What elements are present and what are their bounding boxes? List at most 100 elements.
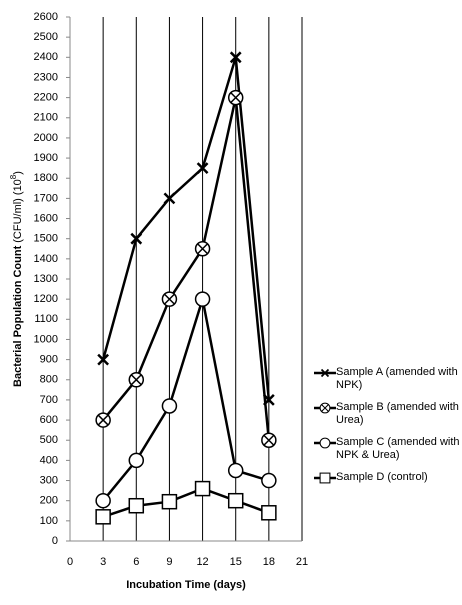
- x-tick-label: 6: [133, 556, 139, 568]
- x-tick-label: 0: [67, 556, 73, 568]
- y-tick-label: 100: [40, 515, 58, 527]
- y-label-unit: (CFU/ml) (10: [12, 179, 24, 243]
- x-tick-label: 3: [100, 556, 106, 568]
- y-tick-label: 600: [40, 414, 58, 426]
- y-tick-label: 1800: [34, 172, 58, 184]
- point: [95, 412, 111, 428]
- point: [128, 497, 145, 514]
- y-tick-label: 2000: [34, 132, 58, 144]
- y-tick-label: 1500: [34, 233, 58, 245]
- y-tick-label: 1000: [34, 333, 58, 345]
- y-tick-label: 2100: [34, 112, 58, 124]
- x-tick-label: 12: [196, 556, 208, 568]
- point: [261, 472, 277, 489]
- point: [163, 192, 176, 205]
- legend: Sample A (amended with NPK) Sample B (ame…: [314, 366, 460, 494]
- y-label-main: Bacterial Population Count: [12, 245, 24, 387]
- legend-item: Sample A (amended with NPK): [314, 366, 460, 392]
- legend-swatch: [314, 368, 336, 378]
- legend-item: Sample B (amended with Urea): [314, 401, 460, 427]
- y-tick-label: 1600: [34, 212, 58, 224]
- legend-swatch: [314, 472, 336, 484]
- point: [128, 372, 145, 388]
- marker-circle: [319, 437, 331, 449]
- point: [95, 509, 111, 525]
- series-line: [102, 97, 271, 441]
- point: [194, 291, 211, 307]
- legend-marker: [319, 402, 331, 414]
- point: [196, 162, 209, 175]
- point: [95, 492, 111, 509]
- legend-label: Sample D (control): [336, 471, 428, 483]
- y-tick-label: 1300: [34, 273, 58, 285]
- x-tick-label: 9: [166, 556, 172, 568]
- marker-circle: [161, 398, 178, 414]
- y-tick-label: 200: [40, 495, 58, 507]
- legend-item: Sample C (amended with NPK & Urea): [314, 436, 460, 462]
- point: [227, 89, 244, 106]
- legend-marker: [319, 437, 331, 449]
- point: [194, 241, 211, 257]
- marker-x: [97, 353, 110, 366]
- point: [97, 353, 110, 366]
- x-tick-label: 21: [296, 556, 308, 568]
- point: [262, 394, 275, 406]
- y-tick-label: 0: [52, 535, 58, 547]
- marker-square: [227, 492, 244, 509]
- marker-cross: [197, 243, 209, 255]
- y-tick-label: 2400: [34, 51, 58, 63]
- y-tick-label: 1900: [34, 152, 58, 164]
- marker-circle: [227, 462, 244, 479]
- series-line: [102, 487, 270, 519]
- y-tick-label: 500: [40, 434, 58, 446]
- marker-square: [194, 480, 211, 497]
- marker-circle: [194, 291, 211, 307]
- legend-marker: [320, 368, 330, 378]
- point: [161, 398, 178, 414]
- marker-circle: [128, 452, 145, 469]
- point: [130, 232, 143, 245]
- point: [161, 493, 178, 510]
- marker-square: [319, 472, 331, 484]
- y-tick-label: 400: [40, 454, 58, 466]
- point: [161, 291, 178, 307]
- legend-swatch: [314, 402, 336, 414]
- marker-x: [320, 368, 330, 378]
- legend-label: Sample B (amended with Urea): [336, 401, 459, 426]
- marker-cross: [163, 293, 175, 305]
- marker-x: [163, 192, 176, 205]
- point: [227, 462, 244, 479]
- marker-x: [196, 162, 209, 175]
- y-tick-label: 2200: [34, 92, 58, 104]
- marker-x: [229, 51, 242, 64]
- x-axis-label: Incubation Time (days): [126, 579, 246, 591]
- y-axis-label: Bacterial Population Count (CFU/ml) (108): [9, 171, 24, 387]
- marker-square: [261, 505, 277, 521]
- legend-swatch: [314, 437, 336, 449]
- legend-label: Sample C (amended with NPK & Urea): [336, 436, 460, 461]
- point: [229, 51, 242, 64]
- marker-cross: [230, 92, 242, 104]
- marker-cross: [130, 374, 142, 386]
- marker-x: [262, 394, 275, 406]
- point: [194, 480, 211, 497]
- marker-square: [128, 497, 145, 514]
- series-line: [102, 298, 270, 502]
- y-tick-label: 700: [40, 394, 58, 406]
- y-tick-label: 2500: [34, 31, 58, 43]
- marker-cross: [263, 434, 275, 446]
- y-tick-label: 300: [40, 474, 58, 486]
- legend-label: Sample A (amended with NPK): [336, 366, 458, 391]
- legend-marker: [319, 472, 331, 484]
- y-label-close: ): [12, 171, 24, 175]
- series-line: [101, 56, 271, 401]
- point: [128, 452, 145, 469]
- y-tick-label: 1700: [34, 192, 58, 204]
- point: [261, 432, 277, 448]
- marker-x: [130, 232, 143, 245]
- marker-circle: [95, 492, 111, 509]
- marker-square: [95, 509, 111, 525]
- marker-square: [161, 493, 178, 510]
